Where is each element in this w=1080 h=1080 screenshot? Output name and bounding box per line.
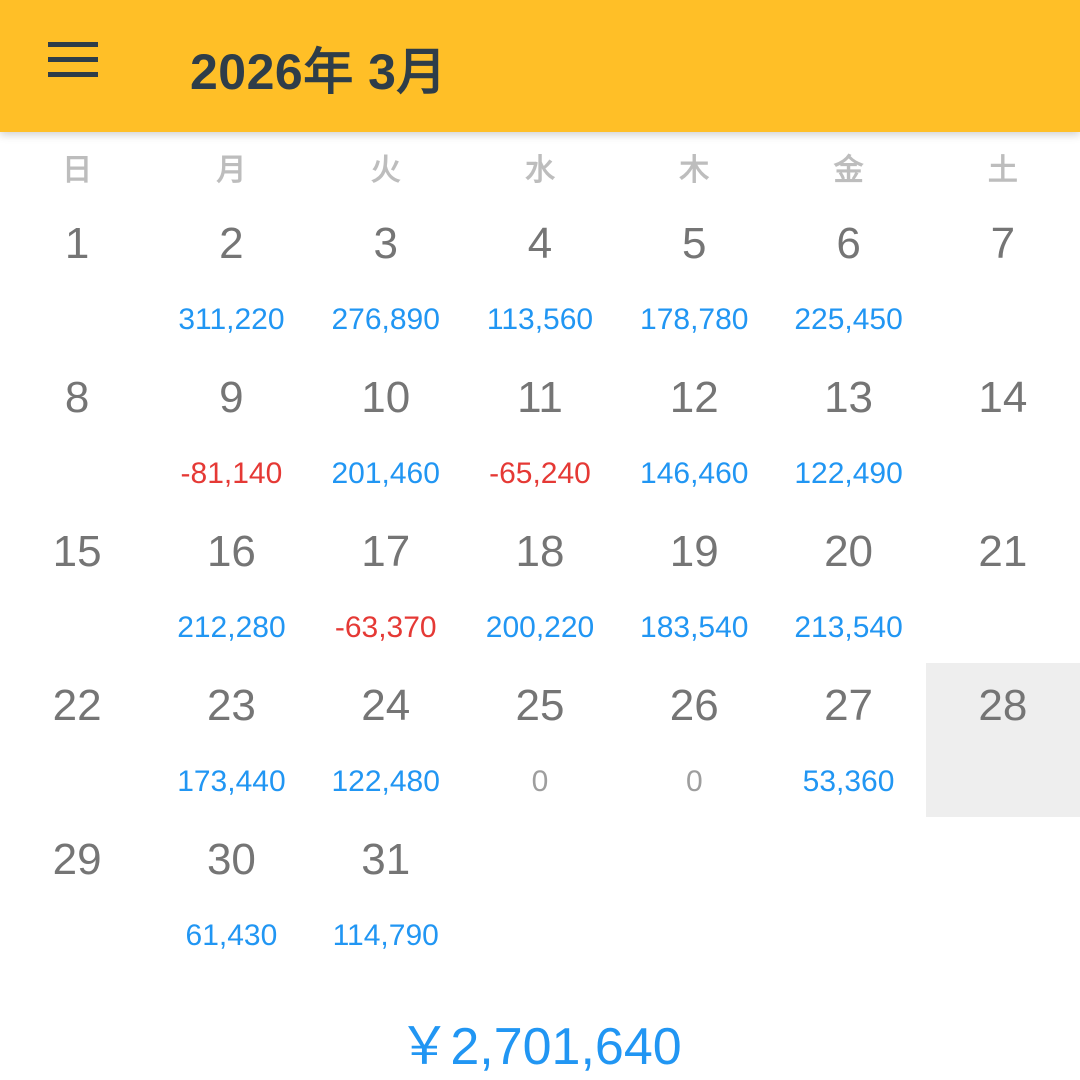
day-number: 15 bbox=[52, 527, 102, 576]
day-number: 17 bbox=[361, 527, 411, 576]
day-cell[interactable]: 11 -65,240 bbox=[463, 355, 617, 509]
day-number: 7 bbox=[990, 219, 1016, 268]
day-cell[interactable]: 15 bbox=[0, 509, 154, 663]
day-amount: 225,450 bbox=[794, 303, 903, 336]
day-number: 24 bbox=[361, 681, 411, 730]
day-cell[interactable]: 23 173,440 bbox=[154, 663, 308, 817]
day-number: 22 bbox=[52, 681, 102, 730]
day-cell[interactable]: 6 225,450 bbox=[771, 201, 925, 355]
day-number: 19 bbox=[669, 527, 719, 576]
day-cell[interactable]: 17 -63,370 bbox=[309, 509, 463, 663]
weekday-sun: 日 bbox=[62, 154, 93, 187]
day-cell[interactable]: 27 53,360 bbox=[771, 663, 925, 817]
weekday-wed: 水 bbox=[524, 154, 555, 187]
day-cell[interactable]: 18 200,220 bbox=[463, 509, 617, 663]
day-cell[interactable]: 3 276,890 bbox=[309, 201, 463, 355]
weekday-header: 日 月 火 水 木 金 土 bbox=[0, 140, 1080, 200]
day-amount: 200,220 bbox=[485, 611, 595, 644]
hamburger-menu-icon[interactable] bbox=[46, 40, 100, 80]
day-number: 8 bbox=[64, 373, 90, 422]
day-number: 18 bbox=[515, 527, 565, 576]
day-amount: 122,490 bbox=[794, 457, 903, 490]
day-cell[interactable]: 4 113,560 bbox=[463, 201, 617, 355]
day-number: 30 bbox=[206, 835, 256, 884]
day-number: 3 bbox=[373, 219, 398, 268]
weekday-sat: 土 bbox=[987, 154, 1018, 187]
day-number: 14 bbox=[978, 373, 1028, 422]
day-number: 31 bbox=[361, 835, 411, 884]
day-number: 26 bbox=[669, 681, 719, 730]
day-cell[interactable]: 8 bbox=[0, 355, 154, 509]
weekday-mon: 月 bbox=[216, 154, 247, 187]
monthly-total: ￥2,701,640 bbox=[398, 1018, 682, 1076]
weekday-tue: 火 bbox=[370, 154, 401, 187]
day-amount: 213,540 bbox=[794, 611, 903, 644]
day-amount: 212,280 bbox=[177, 611, 286, 644]
day-cell[interactable]: 29 bbox=[0, 817, 154, 971]
weekday-fri: 金 bbox=[833, 154, 864, 187]
day-amount: 311,220 bbox=[178, 303, 285, 336]
day-number: 21 bbox=[978, 527, 1028, 576]
day-amount: 276,890 bbox=[331, 303, 440, 336]
day-amount: 178,780 bbox=[640, 303, 749, 336]
day-number: 2 bbox=[219, 219, 244, 268]
day-cell[interactable]: 9 -81,140 bbox=[154, 355, 308, 509]
day-amount: 122,480 bbox=[331, 765, 440, 798]
day-number: 6 bbox=[836, 219, 861, 268]
day-amount: 146,460 bbox=[640, 457, 749, 490]
day-amount: 201,460 bbox=[331, 457, 440, 490]
day-number: 10 bbox=[361, 373, 411, 422]
day-number: 16 bbox=[206, 527, 256, 576]
day-cell[interactable]: 12 146,460 bbox=[617, 355, 771, 509]
day-cell[interactable]: 31 114,790 bbox=[309, 817, 463, 971]
app-bar: 2026年 3月 bbox=[0, 0, 1080, 132]
day-cell[interactable]: 25 0 bbox=[463, 663, 617, 817]
day-cell[interactable]: 14 bbox=[926, 355, 1080, 509]
day-number: 28 bbox=[978, 681, 1028, 730]
day-amount: 183,540 bbox=[640, 611, 749, 644]
day-number: 11 bbox=[517, 373, 563, 422]
day-cell[interactable]: 22 bbox=[0, 663, 154, 817]
day-amount: -63,370 bbox=[334, 611, 437, 644]
day-number: 29 bbox=[52, 835, 102, 884]
month-title: 2026年 3月 bbox=[190, 44, 447, 100]
day-cell[interactable]: 19 183,540 bbox=[617, 509, 771, 663]
day-number: 25 bbox=[515, 681, 565, 730]
day-number: 5 bbox=[682, 219, 707, 268]
day-cell[interactable]: 13 122,490 bbox=[771, 355, 925, 509]
day-cell[interactable]: 28 bbox=[925, 663, 1080, 817]
day-cell[interactable]: 16 212,280 bbox=[154, 509, 308, 663]
day-cell[interactable]: 20 213,540 bbox=[771, 509, 925, 663]
day-cell[interactable]: 24 122,480 bbox=[309, 663, 463, 817]
day-amount: 53,360 bbox=[802, 765, 895, 798]
day-cell[interactable]: 2 311,220 bbox=[154, 201, 308, 355]
day-cell[interactable]: 10 201,460 bbox=[309, 355, 463, 509]
day-amount: 0 bbox=[531, 765, 549, 798]
day-amount: -65,240 bbox=[489, 457, 591, 490]
day-number: 9 bbox=[219, 373, 244, 422]
day-number: 13 bbox=[824, 373, 874, 422]
day-number: 4 bbox=[527, 219, 553, 268]
day-amount: 173,440 bbox=[177, 765, 286, 798]
day-number: 12 bbox=[669, 373, 719, 422]
day-number: 23 bbox=[206, 681, 256, 730]
day-amount: 114,790 bbox=[332, 919, 439, 952]
day-amount: 113,560 bbox=[486, 303, 594, 336]
day-cell[interactable]: 26 0 bbox=[617, 663, 771, 817]
day-amount: -81,140 bbox=[180, 457, 283, 490]
day-cell[interactable]: 1 bbox=[0, 201, 154, 355]
day-amount: 61,430 bbox=[185, 919, 278, 952]
day-amount: 0 bbox=[685, 765, 703, 798]
day-number: 20 bbox=[824, 527, 874, 576]
calendar-grid: 1 2 311,220 3 276,890 4 113,560 5 178,780 6 225,45… bbox=[0, 201, 1080, 971]
day-cell[interactable]: 21 bbox=[926, 509, 1080, 663]
weekday-thu: 木 bbox=[679, 154, 710, 187]
day-cell[interactable]: 7 bbox=[926, 201, 1080, 355]
day-cell[interactable]: 30 61,430 bbox=[154, 817, 308, 971]
day-number: 27 bbox=[824, 681, 874, 730]
day-cell[interactable]: 5 178,780 bbox=[617, 201, 771, 355]
day-number: 1 bbox=[64, 219, 90, 268]
